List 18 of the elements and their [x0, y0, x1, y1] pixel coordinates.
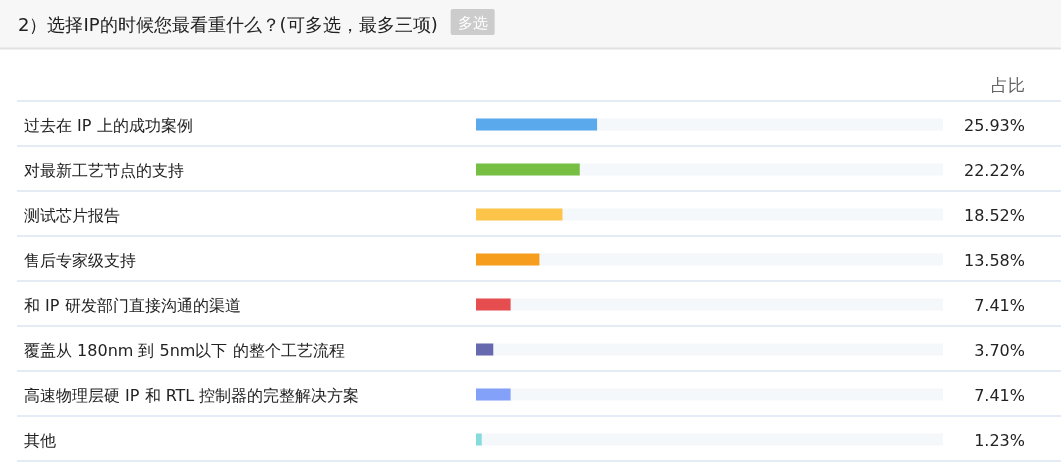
data-label: 13.58%: [963, 250, 1025, 270]
data-label: 7.41%: [974, 385, 1025, 405]
data-label: 25.93%: [963, 115, 1025, 135]
y-tick-label: 其他: [24, 430, 56, 450]
data-label: 7.41%: [974, 295, 1025, 315]
data-label: 1.23%: [974, 430, 1025, 450]
data-label: 18.52%: [963, 205, 1025, 225]
y-tick-label: 和 IP 研发部门直接沟通的渠道: [24, 295, 241, 315]
chart-title: 2）选择IP的时候您最看重什么？(可多选，最多三项): [18, 14, 438, 35]
y-tick-label: 测试芯片报告: [24, 205, 120, 225]
data-label: 3.70%: [974, 340, 1025, 360]
data-label: 22.22%: [963, 160, 1025, 180]
y-tick-label: 售后专家级支持: [24, 250, 136, 270]
y-tick-label: 高速物理层硬 IP 和 RTL 控制器的完整解决方案: [24, 385, 360, 405]
x-axis-title: 占比: [991, 75, 1025, 95]
y-tick-label: 对最新工艺节点的支持: [24, 160, 184, 180]
y-tick-label: 覆盖从 180nm 到 5nm以下 的整个工艺流程: [24, 340, 345, 360]
y-tick-label: 过去在 IP 上的成功案例: [24, 115, 193, 135]
